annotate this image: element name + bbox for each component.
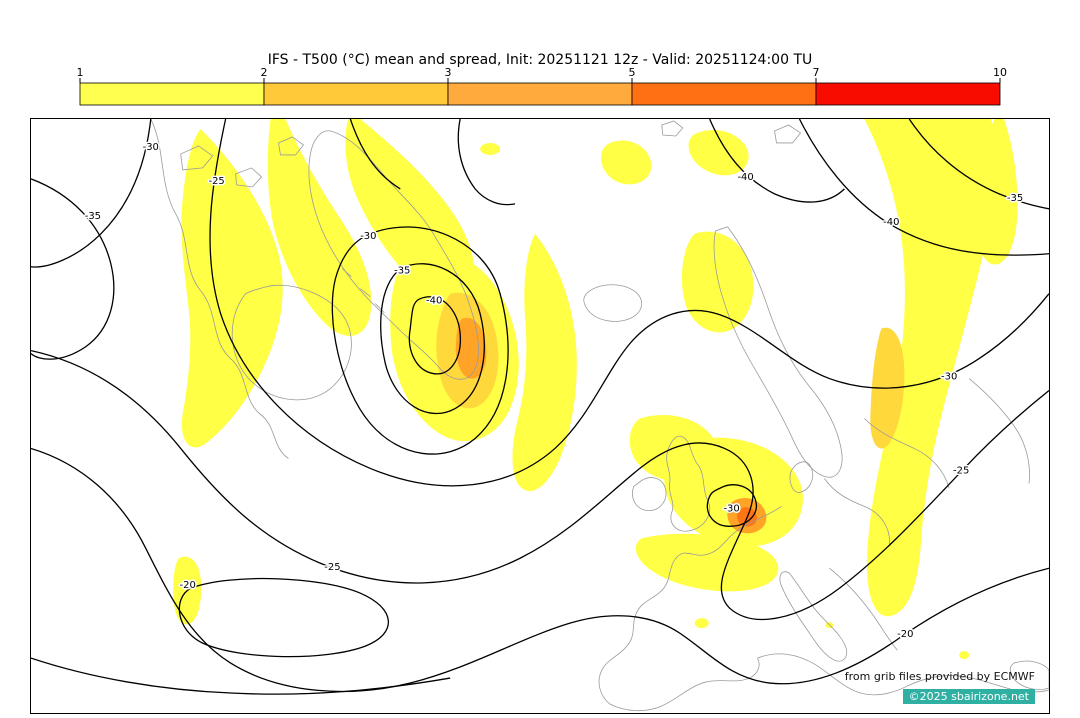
contour-line [908, 119, 1049, 210]
coastline [235, 167, 263, 188]
contour-label: -25 [324, 562, 340, 573]
spread-shading [173, 119, 1018, 660]
contour-label: -40 [426, 296, 442, 307]
map-canvas: -40 -35 -30 -25 -30 -25 -25 -20 -20 -30 … [31, 119, 1049, 712]
coastline [609, 657, 760, 712]
coastline [789, 461, 814, 493]
contour-line [31, 447, 1049, 693]
coastline [1009, 660, 1049, 690]
spread-speck [694, 618, 709, 629]
coastline [180, 145, 214, 171]
contour-label: -20 [180, 580, 196, 591]
spread-area [512, 233, 577, 492]
contour-line [709, 119, 845, 203]
coastline [774, 124, 802, 144]
contour-label: -30 [723, 503, 739, 514]
coastline [829, 567, 898, 651]
spread-area [267, 119, 372, 336]
colorbar-tick-label: 10 [993, 66, 1007, 79]
coastline [713, 226, 843, 478]
spread-area-core [455, 317, 487, 379]
weather-map: -40 -35 -30 -25 -30 -25 -25 -20 -20 -30 … [30, 118, 1050, 714]
spread-area [681, 231, 754, 333]
coastline [308, 130, 479, 380]
spread-area [864, 119, 995, 617]
coastline [342, 268, 385, 313]
temperature-contours [31, 119, 1049, 695]
contour-line [31, 657, 451, 695]
contour-label: -25 [208, 176, 224, 187]
coastline [231, 284, 352, 401]
spread-speck [959, 651, 970, 660]
coastline [150, 119, 289, 459]
spread-area [688, 129, 749, 176]
colorbar-tick-label: 3 [445, 66, 452, 79]
contour-label: -35 [85, 211, 101, 222]
contour-label: -35 [394, 266, 410, 277]
spread-area [976, 119, 1018, 265]
coastline [278, 136, 305, 156]
contour-line [349, 119, 401, 190]
colorbar-tick-label: 7 [813, 66, 820, 79]
colorbar-tick-label: 2 [261, 66, 268, 79]
spread-area [181, 128, 283, 448]
coastline [824, 478, 890, 547]
credits-copyright: ©2025 sbairizone.net [902, 689, 1035, 704]
spread-speck [480, 142, 501, 155]
coastline [583, 284, 642, 322]
contour-line [31, 178, 115, 360]
spread-area [635, 533, 779, 592]
coastline [779, 571, 848, 662]
contour-line [798, 119, 1049, 256]
coastline [864, 418, 950, 489]
contour-label: -25 [953, 465, 969, 476]
contour-line [457, 119, 516, 206]
contour-line [31, 119, 152, 268]
colorbar-segment [263, 82, 449, 106]
coastline [632, 477, 667, 511]
colorbar-tick-label: 5 [629, 66, 636, 79]
colorbar-segment [79, 82, 265, 106]
contour-line [331, 226, 509, 455]
colorbar-tick-label: 1 [77, 66, 84, 79]
contour-line [380, 263, 485, 414]
coastline [598, 506, 782, 705]
contour-label: -40 [883, 217, 899, 228]
contour-line [31, 349, 1049, 621]
contour-label: -30 [143, 142, 159, 153]
coastline [661, 120, 684, 137]
credits-ecmwf: from grib files provided by ECMWF [844, 670, 1035, 683]
contour-label: -30 [360, 231, 376, 242]
chart-title: IFS - T500 (°C) mean and spread, Init: 2… [267, 52, 813, 68]
spread-area [601, 140, 652, 185]
contour-line [209, 119, 1049, 487]
spread-colorbar: 1 2 3 5 7 10 [77, 66, 1007, 106]
contour-label: -35 [1007, 193, 1023, 204]
coastlines [150, 119, 1049, 712]
colorbar-segment [631, 82, 817, 106]
coastline [666, 435, 711, 532]
contour-line [706, 484, 757, 527]
contour-labels: -40 -35 -30 -25 -30 -25 -25 -20 -20 -30 … [83, 140, 1024, 641]
contour-label: -30 [941, 372, 957, 383]
contour-line [408, 296, 461, 375]
spread-area [664, 437, 803, 547]
contour-label: -40 [737, 172, 753, 183]
colorbar-segment [447, 82, 633, 106]
colorbar-segment [815, 82, 1001, 106]
coastline [968, 378, 1030, 484]
contour-label: -20 [897, 629, 913, 640]
contour-line [178, 577, 389, 658]
